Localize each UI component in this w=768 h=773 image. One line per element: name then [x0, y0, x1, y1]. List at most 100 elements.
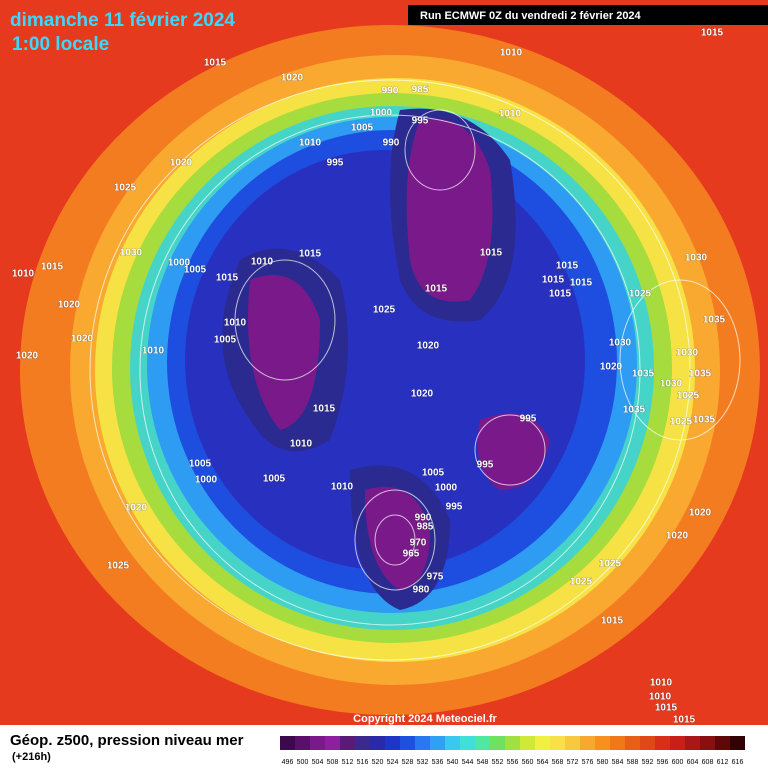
isobar-label: 1015	[299, 249, 322, 260]
colorbar-swatch	[565, 736, 580, 750]
isobar-label: 1005	[214, 335, 237, 346]
colorbar-label: 512	[342, 759, 354, 766]
isobar-label: 1030	[609, 338, 632, 349]
isobar-label: 970	[410, 538, 427, 549]
copyright: Copyright 2024 Meteociel.fr	[353, 713, 497, 725]
isobar-label: 1030	[120, 248, 143, 259]
isobar-label: 1015	[556, 261, 579, 272]
isobar-label: 1020	[417, 341, 440, 352]
run-box	[408, 5, 768, 25]
isobar-label: 980	[413, 585, 430, 596]
colorbar-label: 544	[462, 759, 474, 766]
colorbar-swatch	[430, 736, 445, 750]
colorbar-swatch	[715, 736, 730, 750]
colorbar-swatch	[295, 736, 310, 750]
isobar-label: 1020	[125, 503, 148, 514]
isobar-label: 1035	[693, 415, 716, 426]
colorbar-swatch	[460, 736, 475, 750]
isobar-label: 1020	[689, 508, 712, 519]
colorbar-swatch	[520, 736, 535, 750]
isobar-label: 1010	[12, 269, 35, 280]
isobar-label: 1015	[570, 278, 593, 289]
isobar-label: 985	[412, 85, 429, 96]
colorbar-swatch	[655, 736, 670, 750]
isobar-label: 1030	[660, 379, 683, 390]
colorbar-label: 520	[372, 759, 384, 766]
colorbar-label: 536	[432, 759, 444, 766]
isobar-label: 1020	[666, 531, 689, 542]
isobar-label: 1025	[107, 561, 130, 572]
isobar-label: 1020	[411, 389, 434, 400]
colorbar-swatch	[475, 736, 490, 750]
time: 1:00 locale	[12, 34, 109, 55]
colorbar-label: 564	[537, 759, 549, 766]
isobar-label: 1005	[184, 265, 207, 276]
colorbar-swatch	[550, 736, 565, 750]
isobar-label: 1010	[251, 257, 274, 268]
isobar-label: 1005	[189, 459, 212, 470]
isobar-label: 1035	[703, 315, 726, 326]
isobar-label: 1015	[673, 715, 696, 726]
isobar-label: 1015	[549, 289, 572, 300]
isobar-label: 1020	[71, 334, 94, 345]
isobar-label: 1015	[204, 58, 227, 69]
colorbar-swatch	[505, 736, 520, 750]
colorbar-label: 600	[672, 759, 684, 766]
colorbar-label: 516	[357, 759, 369, 766]
isobar-label: 1005	[351, 123, 374, 134]
colorbar-swatch	[355, 736, 370, 750]
isobar-label: 1015	[425, 284, 448, 295]
colorbar-swatch	[490, 736, 505, 750]
colorbar-label: 612	[717, 759, 729, 766]
isobar-label: 1000	[195, 475, 218, 486]
run: Run ECMWF 0Z du vendredi 2 février 2024	[420, 10, 642, 22]
colorbar-label: 584	[612, 759, 624, 766]
isobar-label: 1015	[313, 404, 336, 415]
colorbar-label: 548	[477, 759, 489, 766]
isobar-label: 990	[382, 86, 399, 97]
isobar-label: 1010	[499, 109, 522, 120]
colorbar-label: 576	[582, 759, 594, 766]
footer-title: Géop. z500, pression niveau mer	[10, 732, 244, 749]
isobar-label: 965	[403, 549, 420, 560]
isobar-label: 1005	[263, 474, 286, 485]
isobar-label: 1010	[224, 318, 247, 329]
isobar-label: 1015	[601, 616, 624, 627]
colorbar-swatch	[670, 736, 685, 750]
date: dimanche 11 février 2024	[10, 10, 235, 31]
low-core	[365, 486, 430, 590]
colorbar-label: 500	[297, 759, 309, 766]
isobar-label: 1015	[542, 275, 565, 286]
isobar-label: 1015	[41, 262, 64, 273]
colorbar-label: 496	[282, 759, 294, 766]
colorbar-label: 508	[327, 759, 339, 766]
isobar-label: 1015	[216, 273, 239, 284]
isobar-label: 1010	[649, 692, 672, 703]
colorbar-swatch	[385, 736, 400, 750]
isobar-label: 1030	[676, 348, 699, 359]
isobar-label: 1010	[290, 439, 313, 450]
low-core	[477, 413, 550, 490]
isobar-label: 1000	[435, 483, 458, 494]
isobar-label: 995	[446, 502, 463, 513]
isobar-label: 990	[415, 513, 432, 524]
colorbar-label: 560	[522, 759, 534, 766]
colorbar-swatch	[415, 736, 430, 750]
isobar-label: 1005	[422, 468, 445, 479]
colorbar-label: 616	[732, 759, 744, 766]
colorbar-swatch	[730, 736, 745, 750]
isobar-label: 1020	[600, 362, 623, 373]
isobar-label: 1025	[629, 289, 652, 300]
isobar-label: 1025	[373, 305, 396, 316]
colorbar-label: 572	[567, 759, 579, 766]
colorbar-label: 596	[657, 759, 669, 766]
colorbar-swatch	[370, 736, 385, 750]
isobar-label: 1025	[114, 183, 137, 194]
isobar-label: 1025	[599, 559, 622, 570]
colorbar-swatch	[280, 736, 295, 750]
colorbar-swatch	[340, 736, 355, 750]
isobar-label: 1035	[689, 369, 712, 380]
colorbar-swatch	[595, 736, 610, 750]
isobar-label: 1010	[331, 482, 354, 493]
